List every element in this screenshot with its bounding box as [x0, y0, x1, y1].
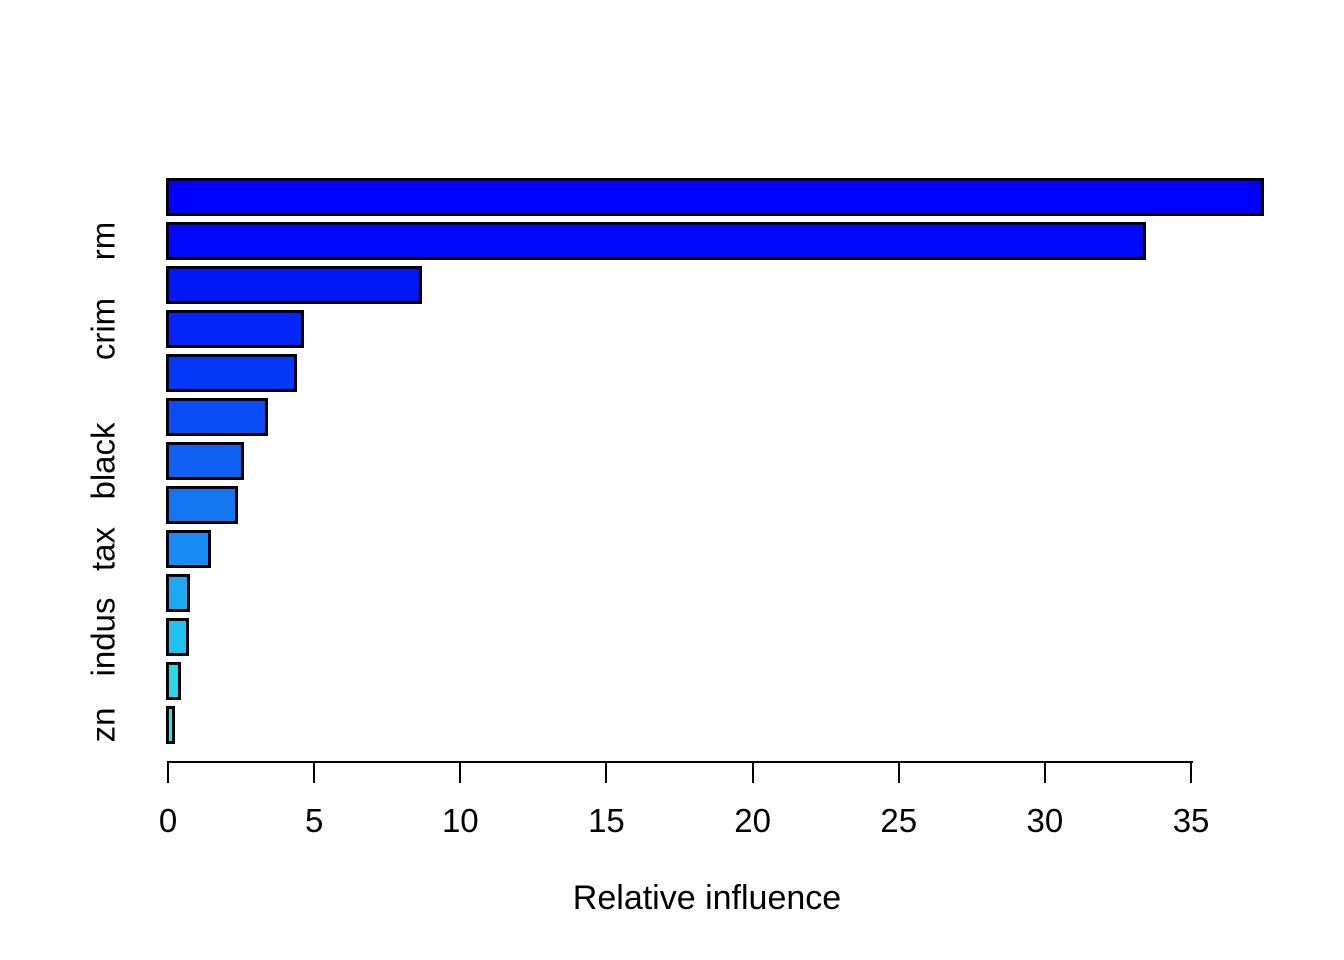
x-tick-label-10: 10 [441, 802, 479, 839]
x-tick-label-15: 15 [588, 802, 625, 839]
x-tick-label-35: 35 [1172, 802, 1210, 839]
x-tick-label-20: 20 [734, 802, 771, 839]
y-axis-label-indus: indus [84, 597, 122, 677]
x-tick-20 [751, 763, 754, 783]
x-tick-35 [1190, 763, 1193, 783]
x-tick-15 [605, 763, 608, 783]
x-axis-line [166, 761, 1193, 763]
bar-rank-8 [166, 485, 239, 524]
bar-rank-6 [166, 397, 269, 436]
y-axis-label-crim: crim [84, 297, 122, 360]
x-tick-5 [313, 763, 316, 783]
x-tick-30 [1043, 763, 1046, 783]
x-tick-label-25: 25 [880, 802, 918, 839]
bar-tax [166, 529, 212, 568]
bar-indus [166, 617, 189, 656]
bar-zn [166, 705, 175, 744]
bar-rank-3 [166, 265, 422, 304]
y-axis-label-rm: rm [84, 221, 122, 260]
x-tick-25 [897, 763, 900, 783]
x-tick-0 [167, 763, 169, 783]
bar-crim [166, 309, 305, 348]
y-axis-label-zn: zn [84, 707, 122, 743]
bar-rm [166, 221, 1147, 260]
bar-rank-5 [166, 353, 298, 392]
x-tick-label-5: 5 [304, 802, 324, 839]
y-axis-label-black: black [84, 422, 122, 500]
x-axis-title: Relative influence [572, 879, 842, 917]
bar-rank-12 [166, 661, 182, 700]
bar-rank-10 [166, 573, 191, 612]
x-tick-label-30: 30 [1026, 802, 1064, 839]
bar-black [166, 441, 245, 480]
bar-rank-1 [166, 177, 1264, 216]
x-tick-label-0: 0 [158, 802, 178, 839]
y-axis-label-tax: tax [84, 526, 122, 571]
x-tick-10 [459, 763, 462, 783]
